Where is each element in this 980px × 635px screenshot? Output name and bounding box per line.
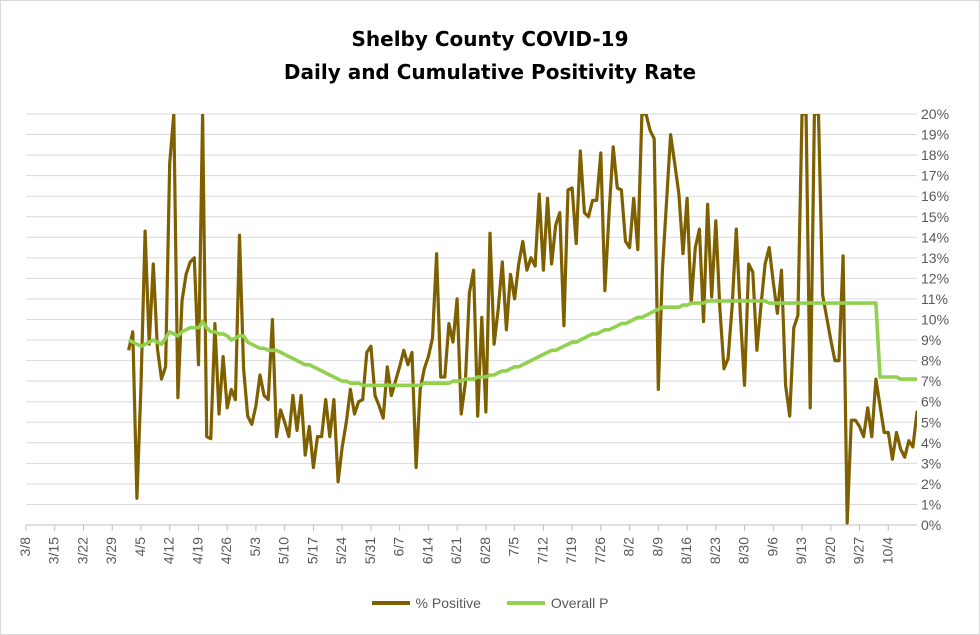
y-tick-label-0: 0% [921, 517, 941, 533]
x-tick-label-6: 4/19 [189, 537, 205, 564]
x-tick-label-9: 5/10 [276, 537, 292, 564]
y-tick-label-9: 9% [921, 332, 941, 348]
y-tick-label-19: 19% [921, 127, 949, 143]
x-tick-label-29: 9/27 [851, 537, 867, 564]
x-tick-label-14: 6/14 [419, 537, 435, 564]
x-tick-label-12: 5/31 [362, 537, 378, 564]
x-tick-label-26: 9/6 [764, 537, 780, 557]
y-tick-label-17: 17% [921, 168, 949, 184]
x-tick-label-28: 9/20 [822, 537, 838, 564]
y-tick-label-15: 15% [921, 209, 949, 225]
x-tick-label-16: 6/28 [477, 537, 493, 564]
x-tick-label-13: 6/7 [391, 537, 407, 557]
x-tick-label-0: 3/8 [17, 537, 33, 557]
legend-swatch-overall [506, 601, 545, 605]
y-tick-label-7: 7% [921, 373, 941, 389]
x-tick-label-30: 10/4 [879, 537, 895, 564]
y-tick-label-12: 12% [921, 270, 949, 286]
legend: % Positive Overall P [1, 595, 979, 611]
x-tick-label-24: 8/23 [707, 537, 723, 564]
legend-swatch-positive [371, 601, 410, 605]
y-tick-label-10: 10% [921, 312, 949, 328]
x-tick-label-19: 7/19 [563, 537, 579, 564]
x-tick-label-2: 3/22 [74, 537, 90, 564]
x-tick-label-18: 7/12 [534, 537, 550, 564]
y-tick-label-2: 2% [921, 476, 941, 492]
y-tick-label-20: 20% [921, 106, 949, 122]
x-tick-label-1: 3/15 [46, 537, 62, 564]
y-tick-label-3: 3% [921, 455, 941, 471]
chart-subtitle: Daily and Cumulative Positivity Rate [283, 60, 697, 84]
x-tick-label-4: 4/5 [132, 537, 148, 557]
chart-title: Shelby County COVID-19 [351, 27, 629, 51]
y-tick-label-4: 4% [921, 435, 941, 451]
legend-label-overall: Overall P [550, 595, 609, 611]
x-tick-label-25: 8/30 [736, 537, 752, 564]
y-tick-label-8: 8% [921, 353, 941, 369]
y-tick-label-11: 11% [921, 291, 948, 307]
x-tick-label-10: 5/17 [304, 537, 320, 564]
x-tick-label-23: 8/16 [678, 537, 694, 564]
x-tick-label-17: 7/5 [506, 537, 522, 557]
y-tick-label-16: 16% [921, 188, 949, 204]
legend-item-positive: % Positive [371, 595, 481, 611]
series-line-overall [127, 299, 917, 388]
series-line-positive [127, 114, 917, 525]
x-tick-label-8: 5/3 [247, 537, 263, 557]
y-tick-label-14: 14% [921, 229, 949, 245]
y-tick-label-13: 13% [921, 250, 949, 266]
y-tick-label-6: 6% [921, 394, 941, 410]
x-tick-label-3: 3/29 [103, 537, 119, 564]
x-tick-label-22: 8/9 [649, 537, 665, 557]
x-tick-label-21: 8/2 [621, 537, 637, 557]
x-tick-label-27: 9/13 [793, 537, 809, 564]
legend-item-overall: Overall P [506, 595, 609, 611]
x-tick-label-5: 4/12 [161, 537, 177, 564]
y-tick-label-1: 1% [921, 496, 941, 512]
y-tick-label-18: 18% [921, 147, 949, 163]
x-tick-label-20: 7/26 [592, 537, 608, 564]
x-tick-label-11: 5/24 [333, 537, 349, 564]
x-tick-label-15: 6/21 [448, 537, 464, 564]
legend-label-positive: % Positive [415, 595, 481, 611]
x-tick-label-7: 4/26 [218, 537, 234, 564]
y-tick-label-5: 5% [921, 414, 941, 430]
